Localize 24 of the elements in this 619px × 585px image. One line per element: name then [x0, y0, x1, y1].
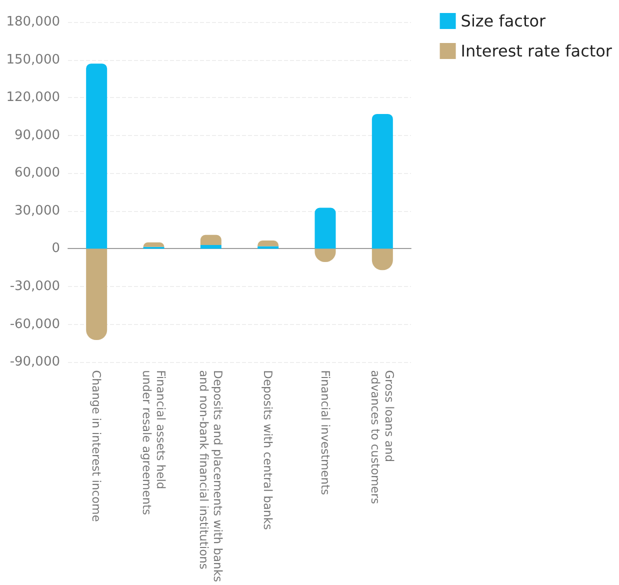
- y-tick-label: 150,000: [6, 52, 60, 68]
- y-tick-label: -30,000: [10, 279, 60, 294]
- bar: [372, 114, 393, 249]
- x-tick-label: Change in interest income: [90, 370, 104, 522]
- y-tick-label: 120,000: [6, 90, 60, 106]
- bar: [200, 234, 222, 245]
- x-tick-label: Deposits with central banks: [261, 370, 276, 530]
- y-tick-label: 60,000: [14, 166, 60, 181]
- bar: [258, 246, 279, 249]
- x-tick-label: Financial assets held under resale agreements: [140, 370, 168, 515]
- x-tick-label: Gross loans and advances to customers: [368, 370, 396, 504]
- legend-label: Size factor: [460, 12, 546, 30]
- bar: [86, 64, 108, 249]
- y-tick-label: -90,000: [10, 354, 60, 370]
- bar: [200, 244, 222, 249]
- legend-label: Interest rate factor: [460, 42, 612, 60]
- y-tick-label: 180,000: [6, 14, 60, 30]
- bar: [86, 248, 108, 340]
- y-tick-label: 90,000: [14, 128, 60, 143]
- bar: [314, 208, 336, 249]
- y-tick-label: 0: [52, 241, 60, 256]
- x-tick-label: Financial investments: [318, 370, 332, 496]
- y-tick-label: 30,000: [14, 203, 60, 218]
- y-tick-label: -60,000: [10, 316, 60, 332]
